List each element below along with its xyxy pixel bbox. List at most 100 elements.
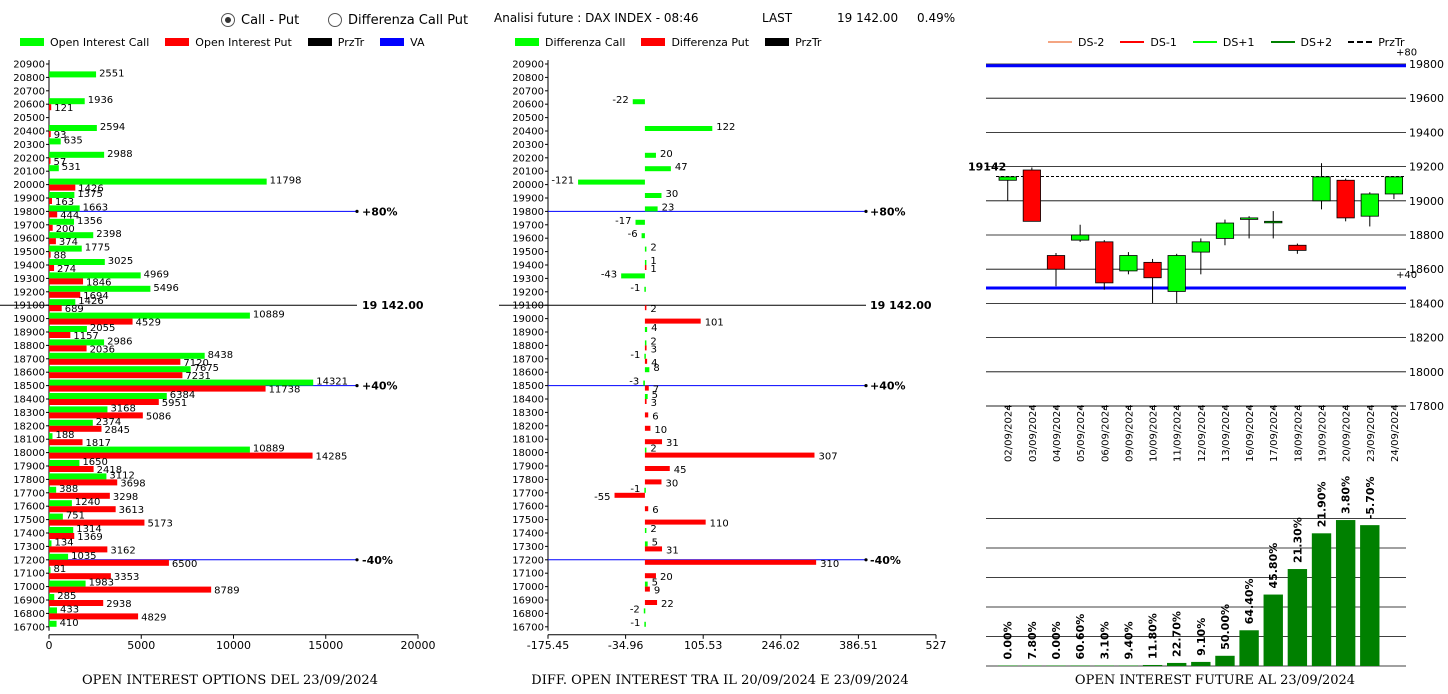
p1-put-value: 274 [57, 264, 76, 275]
p2-y-tick-label: 18200 [512, 421, 544, 432]
p2-put-value: 31 [666, 438, 679, 449]
p2-call-value: -17 [615, 216, 631, 227]
p1-put-bar [49, 251, 51, 258]
p4-bar [1118, 665, 1139, 666]
p2-put-value: 310 [820, 559, 839, 570]
p1-call-value: 8438 [208, 350, 233, 361]
p3-candle-body [1095, 241, 1114, 284]
p1-put-value: 1817 [86, 438, 111, 449]
p3-y-tick-label: 17800 [1409, 400, 1444, 413]
p2-y-tick-label: 19100 [512, 301, 544, 312]
p2-put-bar [644, 559, 817, 565]
p2-va-dot [864, 384, 868, 388]
p1-y-tick-label: 18600 [13, 368, 45, 379]
p1-put-bar [49, 278, 84, 285]
p2-y-tick-label: 17100 [512, 569, 544, 580]
legend-swatch [515, 38, 539, 46]
p2-call-bar [644, 621, 646, 627]
p2-put-bar [644, 345, 647, 351]
p1-call-bar [49, 433, 53, 440]
p1-call-value: 10889 [253, 444, 285, 455]
p3-candle-body [1215, 222, 1235, 239]
p1-put-value: 444 [60, 210, 79, 221]
radio-differenza[interactable]: Differenza Call Put [328, 12, 468, 28]
p1-put-value: 3162 [110, 545, 135, 556]
p1-put-bar [49, 104, 52, 111]
p1-put-bar [49, 586, 212, 593]
p2-va-dot [864, 558, 868, 562]
p4-bar-label: -5.70% [1364, 476, 1377, 519]
p2-call-value: 2 [650, 444, 656, 455]
p2-y-tick-label: 20600 [512, 100, 544, 111]
p1-put-value: 2036 [90, 344, 115, 355]
p2-y-tick-label: 17900 [512, 462, 544, 473]
p2-va-dot [864, 209, 868, 213]
p2-y-tick-label: 20200 [512, 153, 544, 164]
p2-call-value: -2 [630, 604, 640, 615]
legend-label: DS+2 [1300, 35, 1333, 49]
p1-call-bar [49, 245, 82, 252]
p1-call-value: 81 [54, 564, 67, 575]
p1-call-bar [49, 567, 51, 574]
p1-y-tick-label: 17200 [13, 555, 45, 566]
p1-call-bar [49, 352, 205, 359]
radio-call-put[interactable]: Call - Put [221, 12, 299, 28]
p1-put-bar [49, 425, 102, 432]
p4-bar [1311, 533, 1332, 666]
p1-call-bar [49, 393, 167, 399]
legend-label: Open Interest Put [195, 35, 292, 49]
p2-y-tick-label: 19700 [512, 220, 544, 231]
p3-x-tick-label: 05/09/2024 [1076, 404, 1087, 462]
p1-put-value: 689 [65, 304, 84, 315]
p3-x-tick-label: 19/09/2024 [1318, 404, 1329, 462]
p1-call-bar [49, 580, 86, 587]
p2-put-bar [644, 506, 649, 512]
p4-bar [1167, 662, 1187, 666]
legend-swatch [1048, 41, 1072, 43]
p2-call-bar [644, 246, 647, 252]
p3-y-tick-label: 18000 [1409, 366, 1444, 379]
p1-x-tick-label: 10000 [216, 639, 251, 652]
p1-call-bar [49, 205, 80, 212]
p1-y-tick-label: 20800 [13, 73, 45, 84]
p1-call-bar [49, 540, 52, 547]
p2-y-tick-label: 17000 [512, 582, 544, 593]
p1-put-bar [49, 466, 94, 472]
legend-item: Differenza Call [515, 36, 625, 49]
p2-y-tick-label: 18500 [512, 381, 544, 392]
p2-y-tick-label: 19400 [512, 261, 544, 272]
radio-call-put-label: Call - Put [241, 12, 300, 28]
p1-x-tick-label: 0 [46, 639, 53, 652]
p2-put-bar [644, 412, 649, 418]
p1-put-value: 57 [54, 157, 67, 168]
legend-label: Differenza Call [545, 35, 626, 49]
p2-call-bar [641, 233, 645, 239]
p4-bar-label: 21.30% [1291, 517, 1304, 563]
legend-item: PrzTr [1348, 36, 1405, 49]
p2-call-value: 2 [650, 336, 656, 347]
p1-call-value: 2594 [100, 122, 125, 133]
p4-bar [1360, 525, 1380, 666]
p3-x-tick-label: 20/09/2024 [1342, 404, 1353, 462]
p4-bar [1046, 665, 1066, 666]
last-label: LAST [762, 11, 793, 25]
p3-y-tick-label: 18400 [1409, 297, 1444, 310]
legend-swatch [20, 38, 44, 46]
p4-bar [1070, 665, 1090, 666]
p1-call-bar [49, 272, 141, 279]
p1-put-value: 163 [55, 197, 74, 208]
p2-put-value: 101 [705, 318, 724, 329]
p4-bar-label: 60.60% [1074, 614, 1087, 660]
p2-x-tick-label: 246.02 [762, 639, 801, 652]
p2-put-value: 45 [674, 465, 687, 476]
p1-put-value: 7231 [185, 371, 210, 382]
analysis-title: Analisi future : DAX INDEX - 08:46 [494, 11, 699, 25]
p4-bar-label: 0.00% [1050, 621, 1063, 659]
p1-put-bar [49, 452, 313, 459]
p2-y-tick-label: 20700 [512, 86, 544, 97]
p4-bar [1239, 630, 1259, 666]
legend-swatch [380, 38, 405, 46]
p1-put-value: 7120 [183, 358, 208, 369]
p1-call-value: 188 [55, 430, 74, 441]
p1-put-value: 2938 [106, 599, 131, 610]
